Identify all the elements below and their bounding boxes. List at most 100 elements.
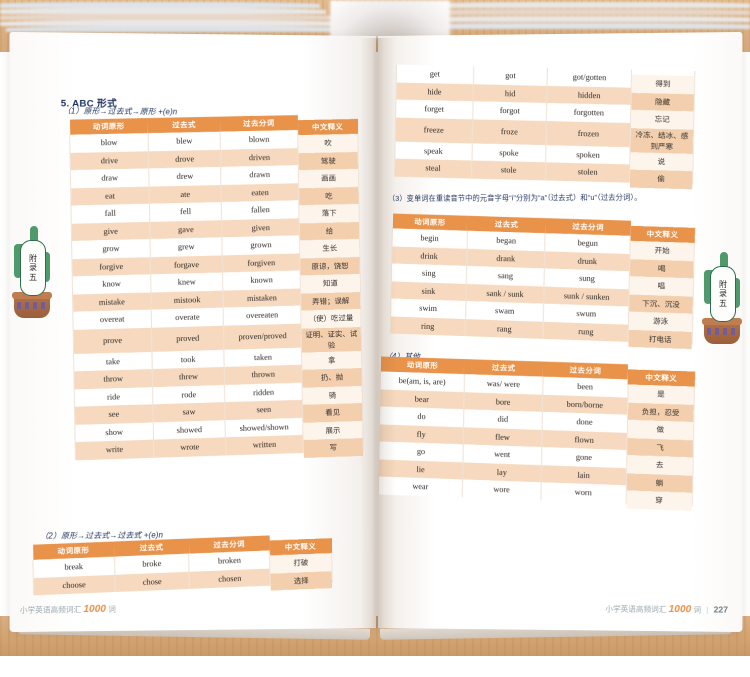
- cell-past-participle: blown: [220, 130, 298, 150]
- cell-past-tense: rode: [152, 384, 225, 405]
- cell-base-form: wear: [378, 476, 463, 498]
- cell-meaning: 做: [626, 419, 694, 440]
- cell-past-tense: ate: [148, 184, 222, 204]
- cell-meaning: 打电话: [628, 329, 693, 350]
- cell-meaning: 偷: [629, 169, 693, 189]
- footer-right: 小学英语高频词汇 1000 词 | 227: [605, 603, 728, 615]
- cell-meaning: 穿: [625, 490, 693, 511]
- cell-past-tense: showed: [153, 419, 226, 440]
- cell-base-form: grow: [71, 239, 151, 259]
- cell-past-participle: worn: [540, 482, 627, 504]
- cell-past-participle: taken: [224, 347, 302, 368]
- cell-past-tense: gave: [149, 219, 223, 240]
- table-3-body: begin began begun 开始 drink drank drunk 喝 sing san…: [390, 228, 695, 350]
- cell-past-tense: mistook: [150, 290, 224, 310]
- footer-word-unit: 词: [108, 604, 116, 614]
- cell-past-tense: proved: [151, 325, 225, 352]
- cell-past-tense: threw: [152, 367, 225, 387]
- footer-book-title: 小学英语高频词汇: [19, 604, 82, 615]
- cell-base-form: mistake: [72, 291, 152, 312]
- cell-past-participle: driven: [220, 147, 299, 167]
- bookmark-char-1: 附: [719, 280, 727, 290]
- cell-past-participle: fallen: [221, 200, 300, 220]
- table-cont-body: get got got/gotten 得到 hide hid hidden 隐藏 forget f…: [394, 64, 695, 189]
- cell-meaning: 忘记: [630, 109, 694, 130]
- subsection-1-heading: （1）原形→过去式→原形 +(e)n: [62, 106, 178, 117]
- cell-base-form: take: [73, 351, 153, 372]
- cell-meaning: 写: [303, 438, 364, 458]
- cell-meaning: 开始: [629, 240, 695, 261]
- cell-base-form: ring: [390, 316, 466, 337]
- footer-book-title: 小学英语高频词汇: [605, 604, 667, 615]
- cell-meaning: 原谅，饶恕: [299, 256, 361, 276]
- cell-meaning: 知道: [300, 273, 361, 294]
- cell-base-form: know: [72, 274, 151, 295]
- col-header-base: 动词原形: [69, 118, 149, 135]
- cell-past-participle: eaten: [221, 182, 299, 203]
- cell-past-participle: forgotten: [546, 102, 631, 123]
- cell-past-participle: written: [225, 434, 304, 455]
- table-cont: get got got/gotten 得到 hide hid hidden 隐藏 forget f…: [394, 64, 695, 189]
- cell-meaning: 得到: [631, 74, 695, 94]
- cell-meaning: （使）吃过量: [300, 308, 362, 329]
- table-2: 动词原形 过去式 过去分词 中文释义 break broke broken 打破 cho…: [32, 533, 333, 596]
- cell-meaning: 画画: [298, 168, 359, 188]
- cell-meaning: 看见: [302, 403, 363, 423]
- col-header-past: 过去式: [147, 116, 221, 134]
- cell-base-form: get: [396, 64, 474, 84]
- cell-meaning: 选择: [269, 570, 333, 591]
- bookmark-char-2: 录: [29, 263, 37, 273]
- cell-base-form: forgive: [71, 256, 151, 277]
- cell-past-tense: stole: [471, 160, 547, 180]
- open-book: 5. ABC 形式 （1）原形→过去式→原形 +(e)n 动词原形 过去式 过去…: [6, 31, 743, 640]
- cell-past-tense: knew: [150, 272, 223, 292]
- cell-meaning: 骑: [302, 385, 363, 405]
- cell-past-tense: froze: [472, 118, 547, 145]
- cell-base-form: steal: [394, 158, 472, 179]
- book-page-right: get got got/gotten 得到 hide hid hidden 隐藏 forget f…: [378, 31, 743, 633]
- cell-meaning: 扔、抛: [301, 368, 363, 388]
- cell-base-form: draw: [70, 168, 149, 188]
- cell-past-participle: overeaten: [223, 305, 302, 326]
- footer-word-count: 1000: [83, 603, 107, 616]
- col-header-meaning: 中文释义: [297, 118, 358, 136]
- cell-past-participle: chosen: [189, 568, 271, 589]
- cell-past-tense: saw: [152, 402, 226, 423]
- cell-meaning: 说: [629, 151, 694, 172]
- cell-base-form: freeze: [395, 117, 473, 143]
- cell-past-tense: forgot: [472, 101, 548, 121]
- cell-meaning: 拿: [301, 350, 362, 370]
- cell-base-form: overeat: [72, 309, 152, 330]
- cell-past-tense: drew: [148, 166, 222, 187]
- cell-meaning: 驾驶: [298, 151, 359, 171]
- verb-table-abc-pattern1: 动词原形 过去式 过去分词 中文释义 blow blew blown 吹 drive dr…: [69, 114, 364, 460]
- cell-base-form: drive: [70, 150, 149, 171]
- cell-meaning: 落下: [299, 203, 360, 223]
- cell-past-participle: given: [221, 217, 300, 238]
- cell-past-participle: frozen: [546, 120, 631, 147]
- cell-base-form: speak: [394, 141, 473, 161]
- cell-past-participle: spoken: [546, 144, 631, 165]
- cell-past-tense: chose: [114, 571, 190, 592]
- cell-meaning: 游泳: [628, 311, 693, 332]
- bookmark-char-2: 录: [719, 289, 727, 299]
- cell-past-tense: overate: [151, 307, 224, 328]
- cell-past-tense: took: [151, 349, 225, 370]
- bookmark-tab-left[interactable]: 附 录 五: [6, 222, 58, 334]
- bookmark-tab-right[interactable]: 附 录 五: [696, 248, 748, 360]
- verb-table-i-a-u-pattern3: 动词原形 过去式 过去分词 中文释义 begin began begun 开始 drin…: [390, 213, 696, 350]
- cell-meaning: 给: [299, 221, 360, 241]
- cell-past-tense: fell: [149, 202, 222, 222]
- col-header-participle: 过去分词: [219, 115, 298, 132]
- cell-past-tense: got: [473, 66, 548, 86]
- cell-past-tense: hid: [472, 83, 548, 103]
- cell-past-tense: blew: [148, 131, 221, 151]
- verb-table-abb-pattern2: 动词原形 过去式 过去分词 中文释义 break broke broken 打破 cho…: [32, 533, 333, 596]
- cell-past-participle: stolen: [545, 162, 630, 183]
- cell-base-form: write: [75, 439, 154, 460]
- cell-base-form: choose: [33, 574, 115, 596]
- subsection-3-heading: （3）变单词在重读音节中的元音字母“i”分别为“a”（过去式）和“u”（过去分词…: [387, 192, 642, 203]
- cell-past-participle: rung: [543, 321, 629, 342]
- cell-past-tense: grew: [149, 237, 223, 257]
